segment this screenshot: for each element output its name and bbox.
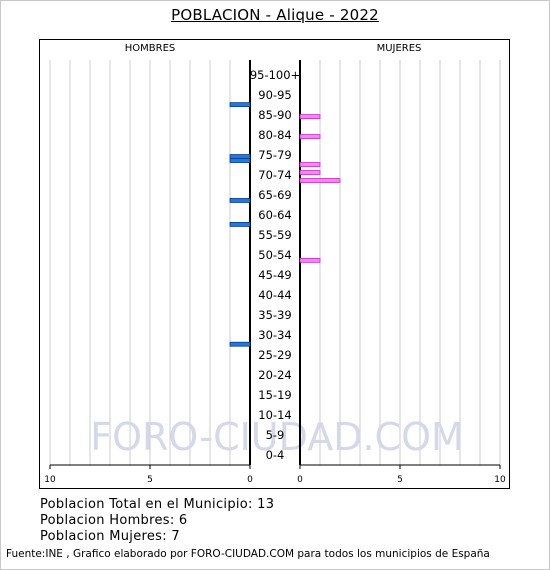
chart-title: POBLACION - Alique - 2022 [171, 6, 379, 24]
hombres-header: HOMBRES [124, 43, 176, 54]
mujeres-bar [299, 170, 321, 175]
hombres-bar [229, 154, 251, 159]
age-group-label: 65-69 [258, 188, 291, 202]
age-group-label: 35-39 [258, 308, 291, 322]
age-group-label: 55-59 [258, 228, 291, 242]
watermark: FORO-CIUDAD.COM [90, 415, 464, 459]
stat-mujeres: Poblacion Mujeres: 7 [40, 529, 180, 544]
age-group-label: 95-100+ [250, 68, 300, 82]
mujeres-bar [299, 257, 321, 263]
age-group-label: 50-54 [258, 248, 291, 262]
mujeres-bar [299, 114, 321, 120]
mujeres-tick-label: 10 [494, 475, 506, 485]
age-group-label: 90-95 [258, 88, 291, 102]
age-group-label: 70-74 [258, 168, 291, 182]
hombres-bar [229, 341, 251, 347]
hombres-tick-label: 10 [44, 475, 56, 485]
hombres-bar [229, 158, 251, 163]
hombres-bar [229, 198, 251, 203]
hombres-bar [229, 222, 251, 227]
age-group-label: 40-44 [258, 288, 291, 302]
source-note: Fuente:INE , Grafico elaborado por FORO-… [6, 548, 490, 560]
stat-total: Poblacion Total en el Municipio: 13 [40, 497, 275, 512]
age-group-label: 75-79 [258, 148, 291, 162]
plot-area [39, 39, 510, 489]
hombres-bar [229, 102, 251, 108]
hombres-tick-label: 0 [247, 475, 253, 485]
mujeres-bar [299, 162, 321, 167]
mujeres-bar [299, 178, 341, 183]
hombres-tick-label: 5 [147, 475, 153, 485]
mujeres-header: MUJERES [376, 43, 422, 54]
age-group-label: 20-24 [258, 368, 291, 382]
age-group-label: 60-64 [258, 208, 291, 222]
age-group-label: 15-19 [258, 388, 291, 402]
age-group-label: 10-14 [258, 408, 291, 422]
age-group-label: 25-29 [258, 348, 291, 362]
population-pyramid: FORO-CIUDAD.COM 95-100+ 90-95 85-90 80-84 75-… [44, 60, 506, 485]
age-group-label: 5-9 [266, 428, 285, 442]
age-group-label: 85-90 [258, 108, 291, 122]
age-group-label: 0-4 [266, 448, 285, 462]
mujeres-bar [299, 134, 321, 139]
stat-hombres: Poblacion Hombres: 6 [40, 513, 188, 528]
age-group-label: 30-34 [258, 328, 291, 342]
mujeres-tick-label: 5 [397, 475, 403, 485]
age-group-label: 45-49 [258, 268, 291, 282]
age-group-label: 80-84 [258, 128, 291, 142]
mujeres-tick-label: 0 [297, 475, 303, 485]
